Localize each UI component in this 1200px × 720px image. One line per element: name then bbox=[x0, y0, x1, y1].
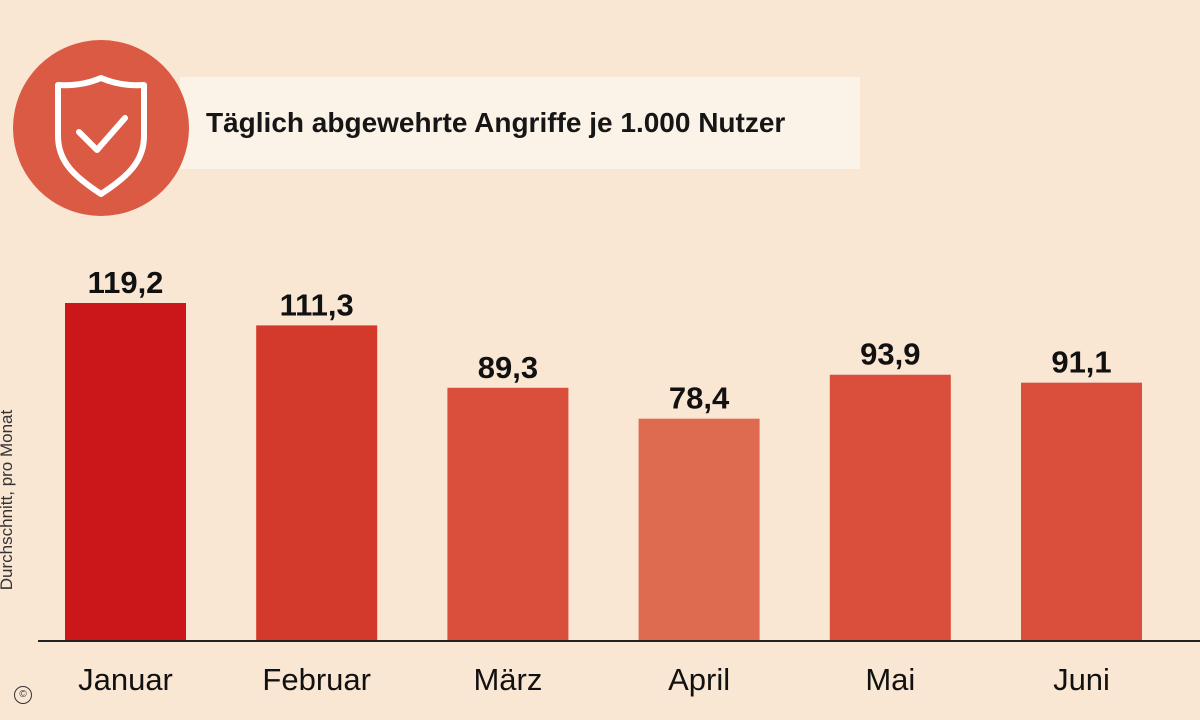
bar-juni bbox=[1021, 382, 1142, 641]
data-label: 78,4 bbox=[669, 381, 730, 416]
category-label: Juni bbox=[1053, 662, 1110, 697]
copyright-icon: © bbox=[14, 686, 32, 704]
shield-check-badge bbox=[13, 40, 189, 216]
category-label: Februar bbox=[262, 662, 371, 697]
data-label: 89,3 bbox=[478, 350, 538, 385]
data-label: 91,1 bbox=[1051, 345, 1111, 380]
title-box: Täglich abgewehrte Angriffe je 1.000 Nut… bbox=[180, 77, 860, 169]
bar-mai bbox=[829, 374, 951, 641]
data-label: 111,3 bbox=[280, 287, 354, 322]
bar-februar bbox=[256, 325, 378, 641]
shield-check-icon bbox=[55, 75, 147, 197]
bar-märz bbox=[447, 387, 569, 641]
chart-title: Täglich abgewehrte Angriffe je 1.000 Nut… bbox=[206, 107, 786, 138]
category-label: März bbox=[473, 662, 542, 697]
data-label: 93,9 bbox=[860, 337, 920, 372]
data-label: 119,2 bbox=[88, 265, 164, 300]
bar-april bbox=[638, 418, 760, 641]
bar-januar bbox=[65, 303, 186, 641]
category-label: Januar bbox=[78, 662, 173, 697]
category-label: April bbox=[668, 662, 730, 697]
category-label: Mai bbox=[865, 662, 915, 697]
